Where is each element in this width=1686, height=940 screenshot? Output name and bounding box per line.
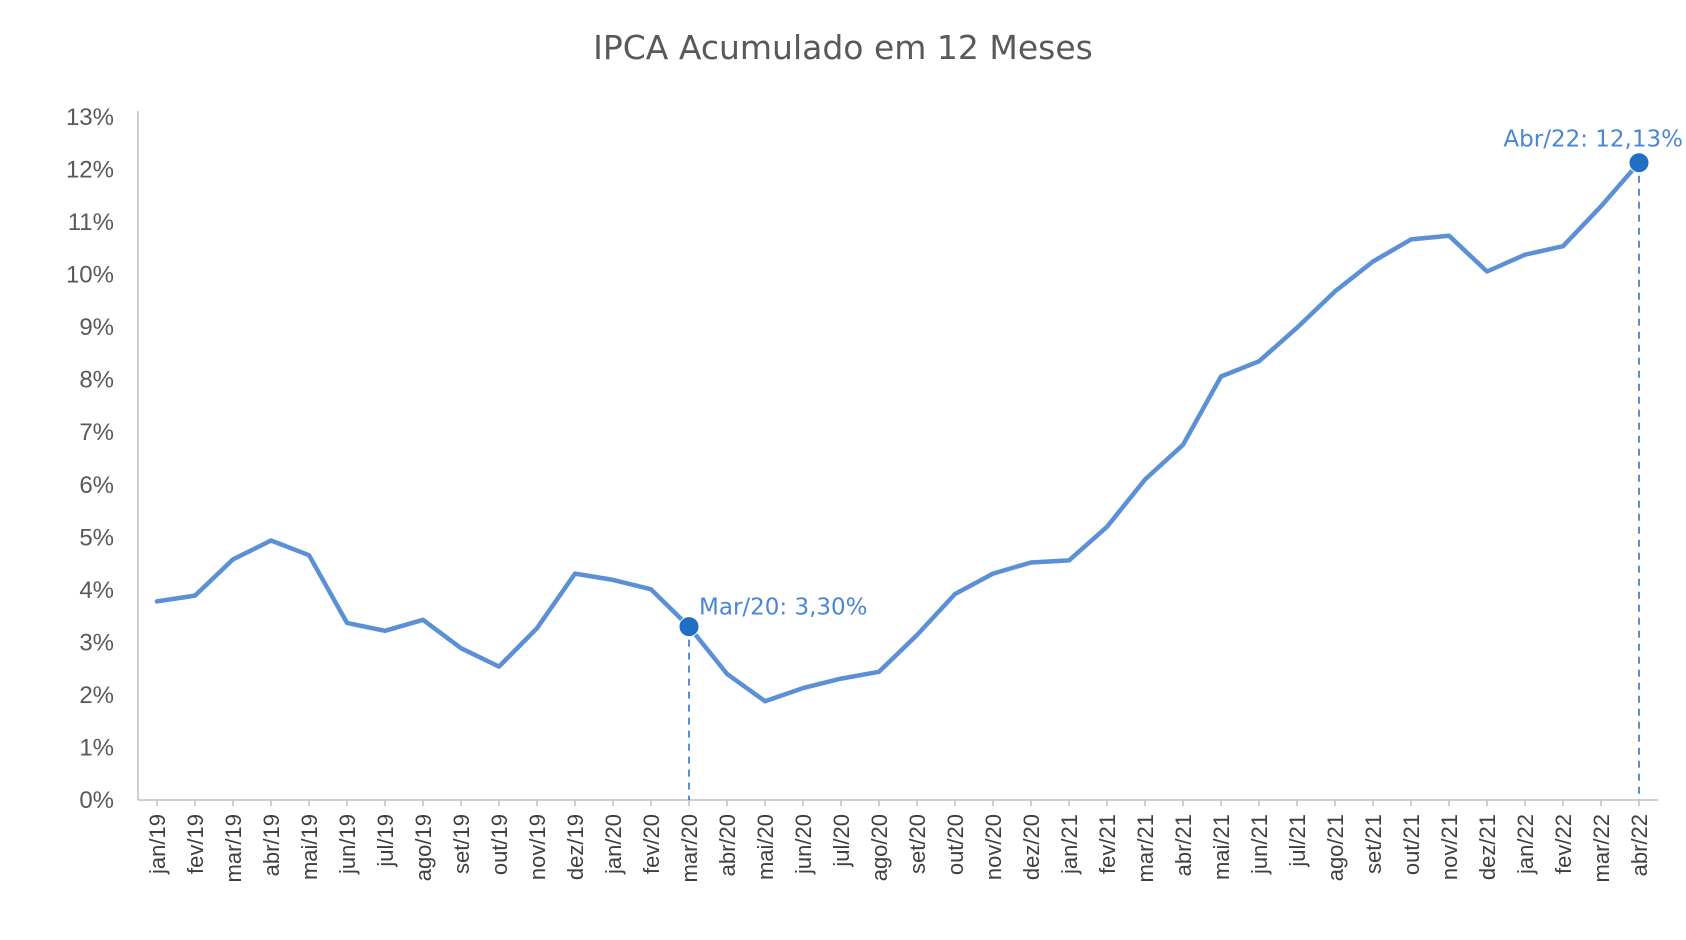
x-tick-label: dez/20: [1019, 814, 1044, 880]
annotation-marker: [678, 616, 700, 638]
y-tick-label: 6%: [79, 472, 114, 499]
x-tick-label: fev/21: [1095, 814, 1120, 874]
series-line-ipca: [154, 160, 1642, 704]
x-tick-label: jul/19: [373, 814, 398, 868]
x-tick-label: out/21: [1399, 814, 1424, 875]
y-tick-label: 11%: [68, 209, 114, 236]
x-tick-label: mai/20: [753, 814, 778, 880]
x-tick-label: jan/22: [1513, 814, 1538, 875]
x-tick-label: nov/21: [1437, 814, 1462, 880]
y-tick-label: 1%: [79, 734, 114, 761]
annotation-drop-lines: [688, 162, 1640, 800]
x-tick-label: jan/20: [601, 814, 626, 875]
annotation-label: Mar/20: 3,30%: [699, 595, 868, 621]
y-tick-label: 8%: [79, 367, 114, 394]
x-tick-label: abr/21: [1171, 814, 1196, 876]
x-tick-label: fev/20: [639, 814, 664, 874]
x-tick-label: jul/20: [829, 814, 854, 868]
x-tick-label: jan/21: [1057, 814, 1082, 875]
x-tick-label: ago/19: [411, 814, 436, 881]
annotation-labels: Mar/20: 3,30% Abr/22: 12,13%: [699, 127, 1683, 621]
y-tick-label: 3%: [79, 629, 114, 656]
x-tick-label: ago/20: [867, 814, 892, 881]
annotation-marker: [1628, 152, 1650, 174]
x-tick-label: out/19: [487, 814, 512, 875]
y-tick-label: 0%: [79, 787, 114, 814]
y-tick-label: 4%: [79, 577, 114, 604]
x-tick-label: mar/20: [677, 814, 702, 882]
y-tick-label: 2%: [79, 682, 114, 709]
x-tick-label: jan/19: [145, 814, 170, 875]
x-tick-label: dez/19: [563, 814, 588, 880]
x-tick-label: jul/21: [1285, 814, 1310, 868]
x-tick-label: abr/22: [1627, 814, 1652, 876]
x-tick-label: abr/20: [715, 814, 740, 876]
y-tick-label: 12%: [66, 157, 114, 184]
y-tick-label: 7%: [79, 419, 114, 446]
x-tick-label: out/20: [943, 814, 968, 875]
y-tick-label: 5%: [79, 524, 114, 551]
x-tick-label: mar/22: [1589, 814, 1614, 882]
x-tick-label: nov/19: [525, 814, 550, 880]
annotation-label: Abr/22: 12,13%: [1503, 127, 1683, 153]
x-tick-label: abr/19: [259, 814, 284, 876]
x-tick-label: fev/19: [183, 814, 208, 874]
x-tick-label: mar/21: [1133, 814, 1158, 882]
x-tick-label: set/21: [1361, 814, 1386, 874]
x-tick-label: jun/21: [1247, 814, 1272, 875]
x-tick-label: set/20: [905, 814, 930, 874]
x-axis-ticks: jan/19 fev/19 mar/19 abr/19 mai/19 jun/19 jul/…: [145, 800, 1652, 882]
y-tick-label: 13%: [66, 104, 114, 131]
x-tick-label: nov/20: [981, 814, 1006, 880]
x-tick-label: dez/21: [1475, 814, 1500, 880]
x-tick-label: fev/22: [1551, 814, 1576, 874]
y-tick-label: 10%: [66, 262, 114, 289]
y-tick-label: 9%: [79, 314, 114, 341]
y-axis-ticks: 0% 1% 2% 3% 4% 5% 6% 7% 8% 9% 10% 11% 12% 13%: [66, 104, 114, 814]
x-tick-label: mai/19: [297, 814, 322, 880]
x-tick-label: mar/19: [221, 814, 246, 882]
chart-title: IPCA Acumulado em 12 Meses: [593, 28, 1093, 67]
x-tick-label: mai/21: [1209, 814, 1234, 880]
annotation-markers: [678, 152, 1650, 638]
x-tick-label: jun/19: [335, 814, 360, 875]
x-tick-label: ago/21: [1323, 814, 1348, 881]
x-tick-label: set/19: [449, 814, 474, 874]
x-tick-label: jun/20: [791, 814, 816, 875]
